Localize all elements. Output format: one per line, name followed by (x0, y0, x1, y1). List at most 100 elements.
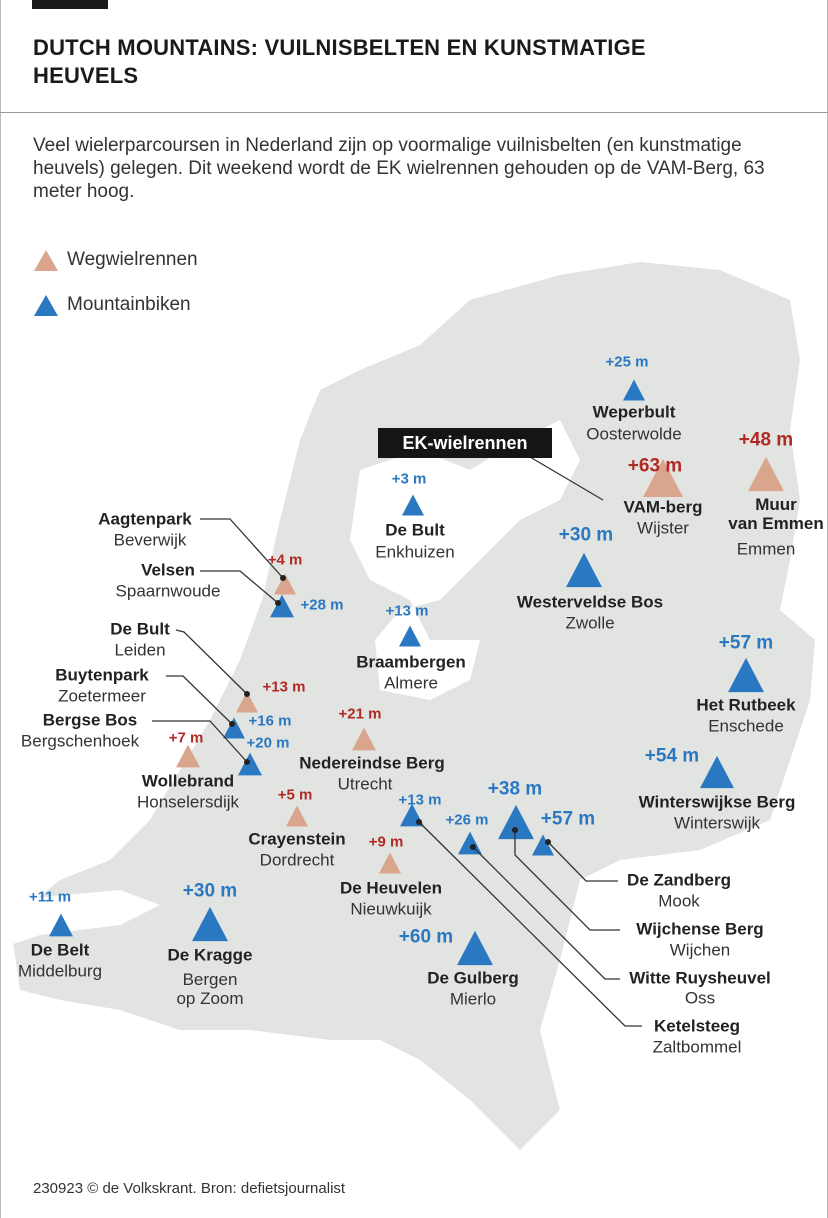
site-place: Almere (384, 673, 438, 693)
site-marker-triangle-icon (623, 379, 645, 401)
site-name: Braambergen (356, 652, 466, 672)
site-marker-triangle-icon (728, 657, 764, 693)
site-height: +4 m (267, 551, 303, 569)
site-height: +11 m (28, 888, 72, 906)
site-name: Wijchense Berg (636, 919, 764, 939)
site-name: Weperbult (592, 402, 676, 422)
site-name: Buytenpark (55, 665, 149, 685)
site-marker-triangle-icon (379, 852, 401, 874)
leader-wijchense-berg (514, 830, 620, 931)
site-name: Winterswijkse Berg (638, 792, 796, 812)
site-height: +25 m (605, 353, 649, 371)
ek-callout: EK-wielrennen (378, 428, 552, 458)
site-height: +30 m (182, 880, 238, 902)
site-name: Wollebrand (141, 771, 235, 791)
site-height: +5 m (277, 786, 313, 804)
leader-de-bult-leiden (175, 629, 248, 695)
triangle-icon (34, 295, 58, 316)
leader-velsen (200, 570, 279, 604)
site-marker-triangle-icon (286, 805, 308, 827)
site-place: Enschede (708, 716, 784, 736)
triangle-icon (34, 250, 58, 271)
site-place: Oosterwolde (586, 424, 682, 444)
site-marker-triangle-icon (700, 755, 734, 789)
site-name: Bergse Bos (42, 710, 138, 730)
site-name: Aagtenpark (98, 509, 192, 529)
site-place: Middelburg (17, 961, 103, 981)
site-name: Crayenstein (248, 829, 346, 849)
site-height: +28 m (300, 596, 344, 614)
page-title: DUTCH MOUNTAINS: VUILNISBELTEN EN KUNSTM… (33, 35, 646, 88)
site-place: Oss (684, 988, 716, 1008)
site-height: +13 m (398, 791, 442, 809)
site-name: De Kragge (167, 945, 253, 965)
site-height: +20 m (246, 734, 290, 752)
leader-de-zandberg (547, 841, 618, 882)
site-marker-triangle-icon (49, 913, 73, 937)
frame-left (0, 0, 1, 1218)
site-name: Witte Ruysheuvel (629, 968, 771, 988)
legend-label: Mountainbiken (67, 294, 191, 315)
site-height: +7 m (168, 729, 204, 747)
site-height: +48 m (738, 429, 794, 451)
site-marker-triangle-icon (402, 494, 424, 516)
site-height: +9 m (368, 833, 404, 851)
site-height: +13 m (262, 678, 306, 696)
leader-ketelsteeg (418, 821, 642, 1027)
site-height: +57 m (718, 632, 774, 654)
site-marker-triangle-icon (238, 752, 262, 776)
site-name: Het Rutbeek (696, 695, 796, 715)
site-place: Mierlo (449, 989, 497, 1009)
site-place: Beverwijk (113, 530, 187, 550)
site-marker-triangle-icon (176, 744, 200, 768)
site-place: Winterswijk (674, 813, 760, 833)
site-marker-triangle-icon (192, 906, 228, 942)
site-marker-triangle-icon (748, 456, 784, 492)
zeeland-water (10, 890, 160, 945)
site-place: Utrecht (337, 774, 393, 794)
leader-buytenpark (166, 675, 233, 725)
legend-item-mtb: Mountainbiken (33, 293, 191, 317)
site-marker-triangle-icon (223, 717, 245, 739)
site-marker-triangle-icon (270, 594, 294, 618)
site-height: +30 m (558, 524, 614, 546)
site-name: Ketelsteeg (654, 1016, 740, 1036)
site-place: Bergschenhoek (20, 731, 140, 751)
intro-text: Veel wielerparcoursen in Nederland zijn … (33, 135, 765, 202)
ijsselmeer-water (350, 420, 580, 700)
site-name: De Heuvelen (339, 878, 443, 898)
site-name: Westerveldse Bos (516, 592, 664, 612)
site-place: Wijster (637, 518, 689, 538)
site-place: Emmen (736, 539, 796, 559)
brand-bar (32, 0, 108, 9)
site-name: De Belt (30, 940, 90, 960)
site-name: Nedereindse Berg (299, 753, 445, 773)
site-place: Mook (658, 891, 700, 911)
site-name: De Bult (385, 520, 445, 540)
site-place: Honselersdijk (136, 792, 240, 812)
site-height: +60 m (398, 926, 454, 948)
leader-callout (529, 456, 604, 501)
site-place: Bergen op Zoom (176, 970, 244, 1008)
site-name: De Bult (110, 619, 170, 639)
site-marker-triangle-icon (236, 691, 258, 713)
site-marker-triangle-icon (532, 834, 554, 856)
site-name: Velsen (141, 560, 195, 580)
site-place: Zaltbommel (652, 1037, 742, 1057)
site-place: Zoetermeer (58, 686, 146, 706)
legend-item-road: Wegwielrennen (33, 248, 198, 272)
credit: 230923 © de Volkskrant. Bron: defietsjou… (33, 1180, 346, 1197)
site-height: +26 m (445, 811, 489, 829)
site-height: +3 m (391, 470, 427, 488)
site-marker-triangle-icon (566, 552, 602, 588)
site-height: +54 m (644, 745, 700, 767)
site-height: +21 m (338, 705, 382, 723)
site-marker-triangle-icon (458, 831, 482, 855)
site-height: +13 m (385, 602, 429, 620)
site-height: +38 m (487, 778, 543, 800)
leader-aagtenpark (200, 518, 284, 579)
site-name: De Zandberg (627, 870, 731, 890)
site-marker-triangle-icon (498, 804, 534, 840)
site-place: Zwolle (565, 613, 615, 633)
